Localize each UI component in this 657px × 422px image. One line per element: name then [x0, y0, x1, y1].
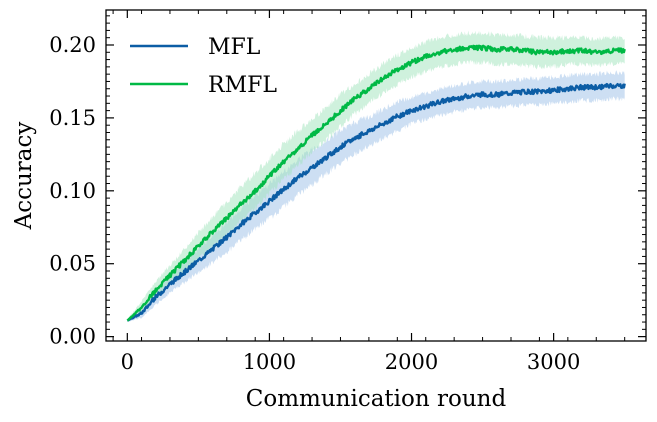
line-rmfl — [126, 44, 626, 322]
legend-label-mfl: MFL — [208, 35, 261, 60]
y-axis-ticks: 0.00 0.05 0.10 0.15 0.20 — [49, 15, 646, 349]
x-tick-label: 3000 — [527, 350, 580, 374]
x-tick-label: 2000 — [385, 350, 438, 374]
confidence-bands — [127, 30, 625, 323]
line-mfl — [126, 82, 626, 322]
band-mfl — [127, 70, 625, 322]
legend-label-rmfl: RMFL — [208, 73, 277, 98]
y-axis-label: Accuracy — [11, 122, 37, 231]
band-rmfl — [127, 30, 625, 323]
y-tick-label: 0.10 — [49, 179, 96, 203]
plot-frame — [105, 9, 647, 342]
legend: MFL RMFL — [130, 35, 277, 98]
x-axis-label: Communication round — [246, 386, 507, 412]
series-lines — [126, 44, 626, 322]
x-axis-ticks: 0 1000 2000 3000 — [112, 10, 626, 374]
y-tick-label: 0.05 — [49, 252, 96, 276]
y-tick-label: 0.20 — [49, 33, 96, 57]
x-tick-label: 0 — [121, 350, 134, 374]
y-tick-label: 0.00 — [49, 325, 96, 349]
y-tick-label: 0.15 — [49, 106, 96, 130]
x-tick-label: 1000 — [243, 350, 296, 374]
